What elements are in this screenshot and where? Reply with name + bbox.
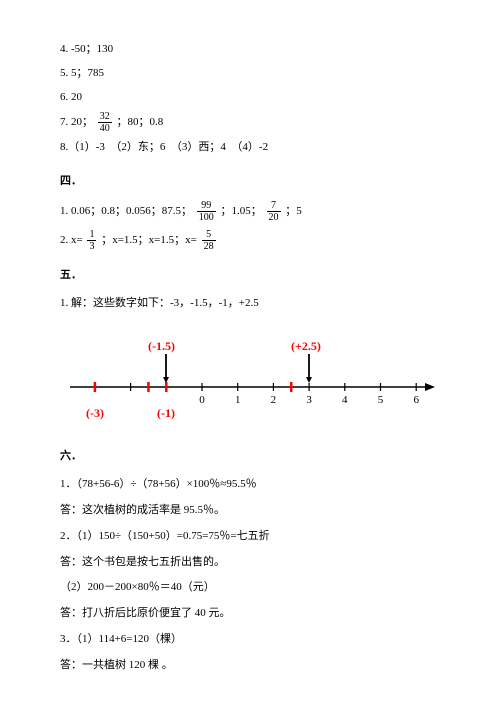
svg-text:5: 5	[378, 394, 384, 406]
frac-num: 5	[202, 229, 216, 241]
line-8: 8.（1）-3 （2）东；6 （3）西；4 （4）-2	[60, 138, 440, 158]
frac-7-20: 7 20	[267, 200, 281, 223]
line-7: 7. 20； 32 40 ；80；0.8	[60, 111, 440, 134]
sec5-line-1: 1. 解：这些数字如下：-3，-1.5，-1，+2.5	[60, 294, 440, 314]
svg-text:6: 6	[413, 394, 419, 406]
sec6-l2b: （2）200－200×80％＝40（元）	[60, 578, 440, 598]
sec6-l1: 1．（78+56-6）÷（78+56）×100％≈95.5％	[60, 475, 440, 495]
frac-32-40: 32 40	[98, 111, 112, 134]
svg-text:(-1.5): (-1.5)	[148, 339, 175, 353]
svg-text:1: 1	[235, 394, 241, 406]
sec4-l2-b: ；x=1.5；x=1.5；x=	[101, 234, 197, 246]
sec6-l3: 3．（1）114+6=120（棵）	[60, 630, 440, 650]
frac-den: 20	[267, 212, 281, 223]
line-6: 6. 20	[60, 88, 440, 108]
frac-den: 3	[87, 241, 96, 252]
number-line: 0 1 2 3 4 5 6 (-1.5) (+2.5) (-3) (-1)	[60, 332, 440, 430]
sec6-l2b-ans: 答：打八折后比原价便宜了 40 元。	[60, 604, 440, 624]
frac-1-3: 1 3	[87, 229, 96, 252]
svg-text:4: 4	[342, 394, 348, 406]
sec4-l1-a: 1. 0.06；0.8；0.056；87.5；	[60, 205, 192, 217]
frac-num: 7	[267, 200, 281, 212]
line-5: 5. 5；785	[60, 64, 440, 84]
svg-text:0: 0	[199, 394, 205, 406]
line-4: 4. -50；130	[60, 40, 440, 60]
frac-num: 1	[87, 229, 96, 241]
line-7-b: ；80；0.8	[117, 116, 164, 128]
frac-den: 28	[202, 241, 216, 252]
sec4-l1-c: ；5	[285, 205, 302, 217]
sec4-line-2: 2. x= 1 3 ；x=1.5；x=1.5；x= 5 28	[60, 229, 440, 252]
frac-5-28: 5 28	[202, 229, 216, 252]
svg-text:(-3): (-3)	[86, 406, 104, 420]
svg-text:2: 2	[271, 394, 277, 406]
frac-den: 40	[98, 123, 112, 134]
section-4-head: 四．	[60, 172, 440, 192]
frac-den: 100	[197, 212, 216, 223]
sec4-l2-a: 2. x=	[60, 234, 83, 246]
sec4-l1-b: ；1.05；	[221, 205, 262, 217]
sec6-l1-ans: 答：这次植树的成活率是 95.5％。	[60, 501, 440, 521]
number-line-svg: 0 1 2 3 4 5 6 (-1.5) (+2.5) (-3) (-1)	[60, 332, 440, 422]
section-5-head: 五．	[60, 266, 440, 286]
section-6-head: 六．	[60, 447, 440, 467]
svg-text:(+2.5): (+2.5)	[291, 339, 321, 353]
frac-num: 99	[197, 200, 216, 212]
frac-num: 32	[98, 111, 112, 123]
svg-text:(-1): (-1)	[157, 406, 175, 420]
sec4-line-1: 1. 0.06；0.8；0.056；87.5； 99 100 ；1.05； 7 …	[60, 200, 440, 223]
frac-99-100: 99 100	[197, 200, 216, 223]
sec6-l2a-ans: 答：这个书包是按七五折出售的。	[60, 553, 440, 573]
svg-text:3: 3	[306, 394, 312, 406]
sec6-l2a: 2．（1）150÷（150+50）=0.75=75％=七五折	[60, 527, 440, 547]
line-7-a: 7. 20；	[60, 116, 93, 128]
sec6-l3-ans: 答：一共植树 120 棵 。	[60, 656, 440, 676]
